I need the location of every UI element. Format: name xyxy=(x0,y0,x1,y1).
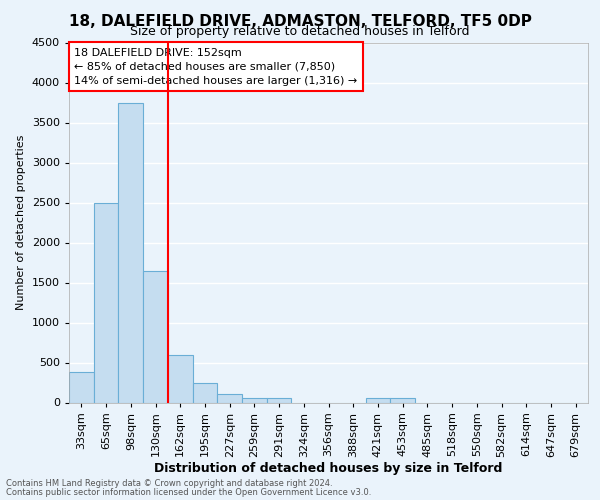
Bar xyxy=(390,398,415,402)
Bar xyxy=(267,398,292,402)
Bar xyxy=(94,202,118,402)
Bar xyxy=(168,354,193,403)
Bar xyxy=(118,102,143,403)
Text: 18, DALEFIELD DRIVE, ADMASTON, TELFORD, TF5 0DP: 18, DALEFIELD DRIVE, ADMASTON, TELFORD, … xyxy=(68,14,532,29)
Text: Size of property relative to detached houses in Telford: Size of property relative to detached ho… xyxy=(130,25,470,38)
Bar xyxy=(143,270,168,402)
Bar xyxy=(69,372,94,402)
X-axis label: Distribution of detached houses by size in Telford: Distribution of detached houses by size … xyxy=(154,462,503,475)
Text: 18 DALEFIELD DRIVE: 152sqm
← 85% of detached houses are smaller (7,850)
14% of s: 18 DALEFIELD DRIVE: 152sqm ← 85% of deta… xyxy=(74,48,358,86)
Text: Contains public sector information licensed under the Open Government Licence v3: Contains public sector information licen… xyxy=(6,488,371,497)
Bar xyxy=(365,398,390,402)
Bar xyxy=(242,398,267,402)
Y-axis label: Number of detached properties: Number of detached properties xyxy=(16,135,26,310)
Bar xyxy=(193,384,217,402)
Text: Contains HM Land Registry data © Crown copyright and database right 2024.: Contains HM Land Registry data © Crown c… xyxy=(6,479,332,488)
Bar xyxy=(217,394,242,402)
